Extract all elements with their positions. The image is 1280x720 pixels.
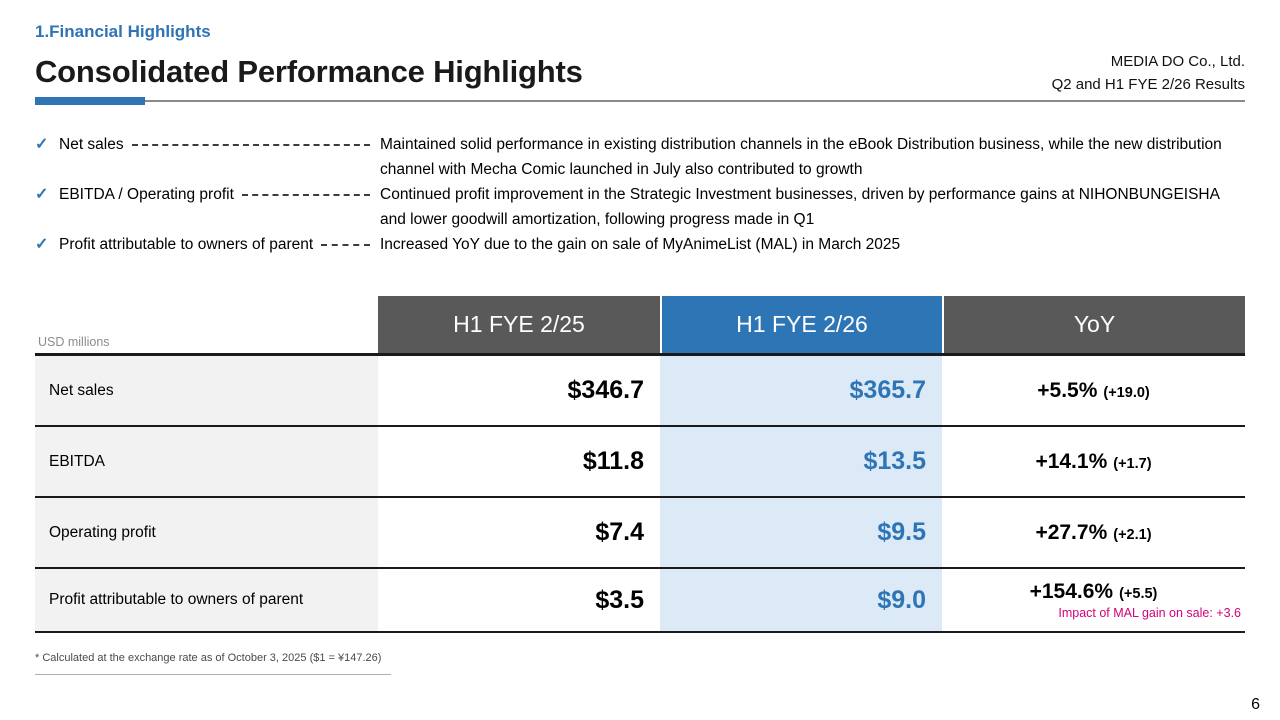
bullet-description: Continued profit improvement in the Stra…: [380, 186, 1220, 228]
table-row: Operating profit $7.4 $9.5 +27.7% (+2.1): [35, 498, 1245, 569]
value-fy25: $346.7: [567, 376, 644, 404]
column-header-yoy: YoY: [942, 296, 1245, 353]
value-fy26: $13.5: [660, 427, 942, 496]
title-divider: [35, 97, 1245, 105]
value-yoy: +27.7% (+2.1): [942, 498, 1245, 567]
yoy-percent: +14.1%: [1035, 449, 1108, 473]
leader-dashes: [131, 144, 370, 146]
results-table: USD millions H1 FYE 2/25 H1 FYE 2/26 YoY…: [35, 296, 1245, 633]
list-item: ✓ Profit attributable to owners of paren…: [35, 232, 1245, 257]
value-fy26: $9.0: [660, 569, 942, 631]
unit-label: USD millions: [38, 335, 110, 349]
highlights-list: ✓ Net sales Maintained solid performance…: [35, 132, 1245, 257]
leader-dashes: [321, 244, 370, 246]
check-icon: ✓: [35, 136, 49, 153]
row-label: Net sales: [35, 356, 378, 425]
row-label: Profit attributable to owners of parent: [35, 569, 378, 631]
value-fy25: $7.4: [595, 518, 644, 546]
company-name: MEDIA DO Co., Ltd.: [1110, 53, 1245, 70]
page-title: Consolidated Performance Highlights: [35, 54, 583, 89]
yoy-percent: +5.5%: [1037, 378, 1098, 402]
row-label: Operating profit: [35, 498, 378, 567]
bullet-description: Maintained solid performance in existing…: [380, 136, 1222, 178]
value-fy25: $3.5: [595, 585, 644, 614]
list-item: ✓ Net sales Maintained solid performance…: [35, 132, 1245, 182]
list-item: ✓ EBITDA / Operating profit Continued pr…: [35, 182, 1245, 232]
check-icon: ✓: [35, 236, 49, 253]
footnote: * Calculated at the exchange rate as of …: [35, 652, 382, 664]
yoy-percent: +27.7%: [1035, 520, 1108, 544]
value-fy26: $9.5: [660, 498, 942, 567]
yoy-note: Impact of MAL gain on sale: +3.6: [1058, 606, 1241, 620]
row-label: EBITDA: [35, 427, 378, 496]
value-yoy: +5.5% (+19.0): [942, 356, 1245, 425]
value-fy25: $11.8: [582, 447, 644, 475]
table-row: Profit attributable to owners of parent …: [35, 569, 1245, 633]
bullet-label: EBITDA / Operating profit: [59, 186, 234, 203]
leader-dashes: [241, 194, 370, 196]
bullet-label: Net sales: [59, 136, 124, 153]
bullet-label: Profit attributable to owners of parent: [59, 236, 314, 253]
yoy-delta: (+19.0): [1103, 384, 1150, 401]
section-label: 1.Financial Highlights: [35, 22, 211, 41]
column-header-fy25: H1 FYE 2/25: [378, 296, 660, 353]
column-header-fy26: H1 FYE 2/26: [660, 296, 942, 353]
table-body: Net sales $346.7 $365.7 +5.5% (+19.0) EB…: [35, 353, 1245, 633]
yoy-delta: (+1.7): [1113, 455, 1152, 472]
value-fy26: $365.7: [660, 356, 942, 425]
results-subtitle: Q2 and H1 FYE 2/26 Results: [1051, 76, 1245, 94]
table-row: EBITDA $11.8 $13.5 +14.1% (+1.7): [35, 427, 1245, 498]
corner-caption: MEDIA DO Co., Ltd. Q2 and H1 FYE 2/26 Re…: [1052, 50, 1245, 97]
bullet-description: Increased YoY due to the gain on sale of…: [380, 236, 901, 253]
check-icon: ✓: [35, 186, 49, 203]
yoy-delta: (+2.1): [1113, 526, 1152, 543]
yoy-percent: +154.6%: [1029, 580, 1114, 603]
divider-accent: [35, 97, 145, 105]
yoy-delta: (+5.5): [1119, 586, 1158, 602]
divider-line: [35, 100, 1245, 102]
page-number: 6: [1251, 696, 1260, 713]
footnote-container: * Calculated at the exchange rate as of …: [35, 648, 391, 675]
table-row: Net sales $346.7 $365.7 +5.5% (+19.0): [35, 356, 1245, 427]
value-yoy: +154.6% (+5.5) Impact of MAL gain on sal…: [942, 569, 1245, 631]
value-yoy: +14.1% (+1.7): [942, 427, 1245, 496]
table-header-row: USD millions H1 FYE 2/25 H1 FYE 2/26 YoY: [35, 296, 1245, 353]
